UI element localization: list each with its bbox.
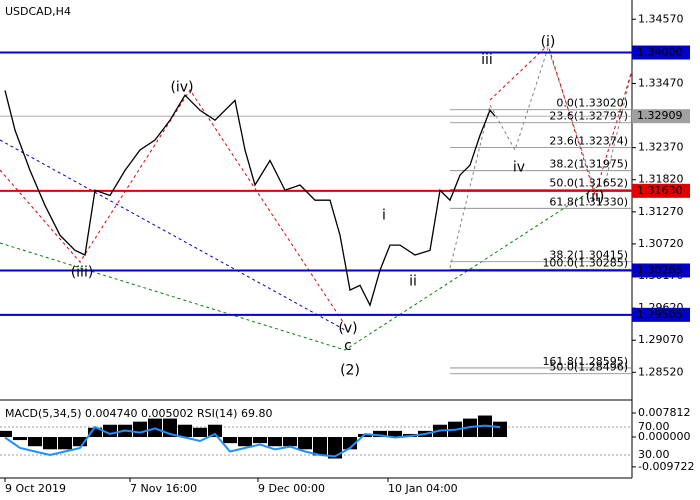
x-tick-label: 10 Jan 04:00 [388, 482, 458, 495]
y-tick-label: 0.000000 [638, 430, 691, 443]
wave-label: (iii) [71, 265, 94, 281]
macd-bar [493, 421, 507, 438]
fib-label: 38.2(1.31975) [549, 158, 628, 171]
wave-label: ii [409, 273, 417, 289]
y-tick-label: 1.33470 [638, 76, 684, 89]
wave-label: i [382, 207, 386, 223]
macd-bar [313, 437, 327, 456]
macd-bar [178, 424, 192, 438]
y-tick-label: 1.31270 [638, 205, 684, 218]
current-price-label: 1.32909 [637, 109, 683, 122]
macd-bar [373, 430, 387, 438]
indicator-title: MACD(5,34,5) 0.004740 0.005002 RSI(14) 6… [5, 407, 272, 420]
fib-label: 0.0(1.33020) [556, 97, 628, 110]
wave-label: (2) [340, 363, 360, 379]
wave-label: iii [481, 52, 493, 68]
wave-label: (iv) [170, 80, 193, 96]
level-box [632, 183, 690, 198]
fib-label: 50.0(1.31652) [549, 177, 628, 190]
y-tick-label: 1.34570 [638, 12, 684, 25]
y-tick-label: 0.007812 [638, 406, 691, 419]
y-tick-label: -0.009722 [638, 460, 694, 473]
wave-label: (v) [338, 321, 357, 337]
y-tick-label: 1.30720 [638, 237, 684, 250]
macd-bar [223, 437, 237, 444]
y2-tick-label: 30.00 [638, 448, 670, 461]
macd-bar [73, 437, 87, 447]
x-tick-label: 9 Oct 2019 [5, 482, 66, 495]
fib-label: 161.8(1.28595) [542, 355, 628, 368]
rsi-line [4, 424, 501, 458]
y2-tick-label: 70.00 [638, 420, 670, 433]
macd-bar [28, 437, 42, 447]
level-box [632, 45, 690, 60]
price-line [4, 90, 496, 307]
level-label: 1.30265 [637, 263, 683, 276]
macd-bar [268, 437, 282, 447]
macd-bar [238, 437, 252, 447]
fib-label: 100.0(1.30285) [542, 256, 628, 269]
wave-label: iv [513, 159, 525, 175]
y-tick-label: 1.28520 [638, 365, 684, 378]
y-tick-label: 1.29070 [638, 333, 684, 346]
trend-line [0, 89, 346, 326]
trend-lines [0, 44, 633, 351]
current-price-box [632, 109, 690, 124]
chart-title: USDCAD,H4 [5, 5, 71, 18]
forecast-line [449, 46, 633, 269]
macd-bar [208, 424, 222, 438]
fib-label: 23.6(1.32374) [549, 134, 628, 147]
macd-bar [343, 437, 357, 450]
level-box [632, 263, 690, 278]
fib-label: 50.0(1.28496) [549, 361, 628, 374]
x-tick-label: 7 Nov 16:00 [130, 482, 197, 495]
macd-bar [88, 427, 102, 438]
macd-bar [388, 430, 402, 438]
x-tick-label: 9 Dec 00:00 [258, 482, 325, 495]
wave-label: c [344, 338, 352, 354]
level-label: 1.29505 [637, 308, 683, 321]
macd-bar [283, 437, 297, 447]
macd-bar [298, 437, 312, 450]
macd-bar [358, 433, 372, 438]
fib-label: 38.2(1.30415) [549, 249, 628, 262]
level-label: 1.34000 [637, 46, 683, 59]
macd-bar [328, 437, 342, 459]
wave-label: (ii) [586, 189, 605, 205]
macd-bar [13, 437, 27, 441]
wave-label: (i) [541, 34, 556, 50]
macd-bar [58, 437, 72, 450]
forecast-line [489, 44, 633, 197]
level-box [632, 307, 690, 322]
macd-bar [193, 427, 207, 438]
y-tick-label: 1.32370 [638, 141, 684, 154]
trend-line [0, 184, 601, 351]
macd-bar [133, 421, 147, 438]
level-label: 1.31630 [637, 184, 683, 197]
macd-bar [253, 437, 267, 444]
macd-bar [0, 430, 12, 438]
y-tick-label: 1.31820 [638, 173, 684, 186]
macd-bar [43, 437, 57, 450]
fib-label: 61.8(1.31330) [549, 195, 628, 208]
